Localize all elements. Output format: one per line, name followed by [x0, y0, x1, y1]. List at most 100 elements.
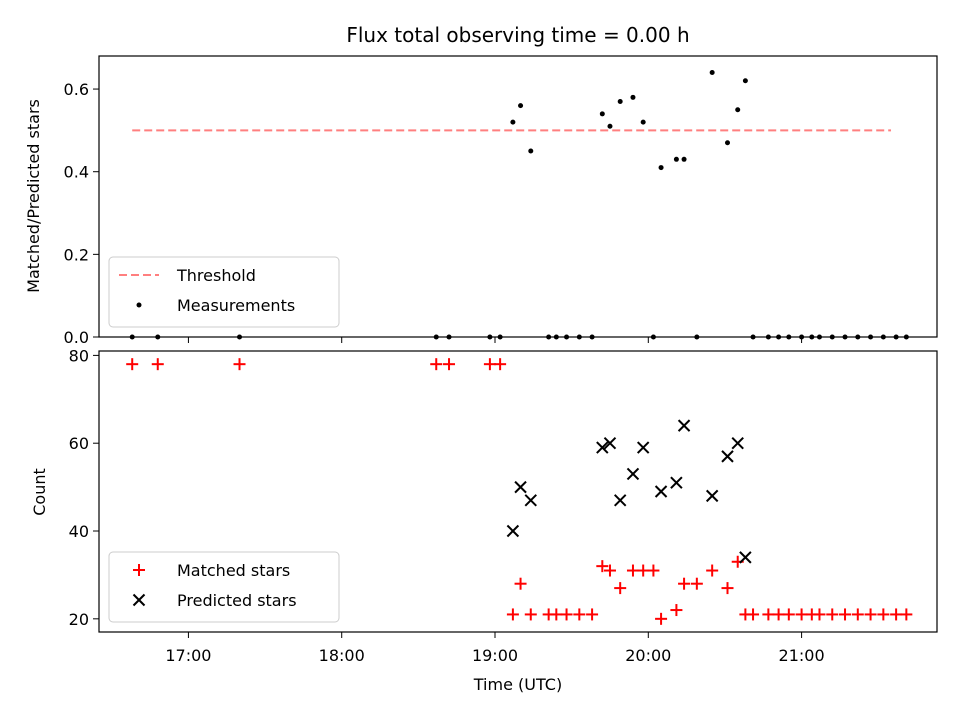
bottom-point-0-18 [626, 564, 639, 577]
bottom-point-0-13 [573, 608, 586, 621]
bottom-point-0-38 [851, 608, 864, 621]
bottom-point-1-7 [636, 441, 650, 454]
top-series-0 [129, 70, 909, 340]
top-point-0-25 [709, 70, 715, 76]
bottom-point-1-9-b [670, 476, 683, 489]
bottom-point-1-13 [731, 436, 744, 450]
top-legend-label-0: Threshold [176, 266, 256, 285]
bottom-point-0-32 [782, 608, 795, 621]
bottom-point-1-8 [654, 485, 668, 498]
bottom-point-0-1 [151, 358, 164, 371]
bottom-point-0-6 [494, 358, 507, 371]
top-ytick-label-2: 0.4 [64, 163, 89, 182]
bottom-point-1-2 [524, 494, 537, 507]
bottom-point-0-11 [550, 608, 563, 621]
bottom-point-0-0 [126, 358, 139, 371]
top-point-0-15 [599, 111, 605, 117]
top-point-0-28 [742, 78, 748, 84]
bottom-point-0-26 [721, 582, 734, 595]
bottom-point-0-21 [655, 612, 668, 625]
bottom-point-1-1 [514, 480, 527, 494]
bottom-point-0-23 [678, 577, 691, 590]
bottom-point-1-5 [613, 494, 627, 507]
bottom-xtick-label-4: 21:00 [779, 646, 825, 665]
bottom-point-0-36 [826, 608, 839, 621]
bottom-panel: 20 40 60 80 17:00 18:00 19:00 20:00 21:00 Matched… [69, 346, 938, 665]
bottom-point-0-31 [772, 608, 785, 621]
bottom-legend-box [108, 551, 340, 623]
top-ytick-label-0: 0.0 [64, 328, 89, 347]
bottom-xtick-label-2: 19:00 [472, 646, 518, 665]
bottom-point-0-8 [514, 577, 527, 590]
bottom-point-0-14 [586, 608, 599, 621]
bottom-point-1-10 [677, 419, 691, 432]
bottom-point-1-12-b [721, 450, 734, 463]
bottom-point-1-10-b [677, 419, 691, 432]
top-point-0-21 [658, 165, 664, 171]
bottom-point-0-40 [877, 608, 890, 621]
bottom-point-0-30 [762, 608, 775, 621]
bottom-legend-swatch-0 [133, 564, 145, 576]
bottom-series-1 [506, 419, 752, 564]
bottom-point-0-29 [747, 608, 760, 621]
top-point-0-23 [681, 156, 687, 162]
top-point-0-18 [630, 94, 636, 100]
bottom-point-0-24 [690, 577, 703, 590]
bottom-point-0-7 [506, 608, 519, 621]
x-axis-label: Time (UTC) [473, 675, 562, 694]
bottom-ytick-label-1: 40 [69, 522, 89, 541]
bottom-point-1-3 [596, 441, 609, 454]
bottom-point-1-4 [603, 436, 617, 450]
bottom-point-0-39 [864, 608, 877, 621]
bottom-legend-swatch-1 [132, 593, 146, 607]
top-ytick-label-1: 0.2 [64, 245, 89, 264]
bottom-point-0-3 [430, 358, 443, 371]
bottom-point-1-7-b [636, 441, 650, 454]
bottom-point-0-41 [890, 608, 903, 621]
bottom-point-0-16 [603, 564, 616, 577]
top-panel: 0.0 0.2 0.4 0.6 Threshold Measurements [64, 55, 938, 347]
bottom-ytick-label-0: 20 [69, 610, 89, 629]
top-point-0-8 [518, 103, 524, 109]
bottom-point-1-8-b [654, 485, 668, 498]
bottom-point-0-42 [900, 608, 913, 621]
bottom-point-1-1-b [514, 480, 527, 494]
bottom-point-0-19 [637, 564, 650, 577]
bottom-point-1-11-b [705, 489, 719, 503]
top-legend-label-1: Measurements [177, 296, 295, 315]
bottom-point-0-25 [706, 564, 719, 577]
bottom-point-1-5-b [613, 494, 627, 507]
bottom-point-1-2-b [524, 494, 537, 507]
top-legend-box [108, 256, 340, 328]
bottom-point-1-14 [739, 551, 752, 564]
top-point-0-27 [735, 107, 741, 113]
chart-title: Flux total observing time = 0.00 h [346, 23, 689, 47]
bottom-point-0-37 [839, 608, 852, 621]
bottom-legend-swatch-1-b [132, 593, 146, 607]
bottom-ytick-label-3: 80 [69, 346, 89, 365]
bottom-xtick-label-0: 17:00 [165, 646, 211, 665]
top-frame [98, 55, 938, 338]
top-legend-swatch-1 [136, 302, 142, 308]
bottom-point-0-17 [614, 582, 627, 595]
top-legend: Threshold Measurements [108, 256, 340, 328]
bottom-point-1-4-b [603, 436, 617, 450]
top-point-0-7 [510, 119, 516, 125]
bottom-legend-label-1: Predicted stars [177, 591, 297, 610]
bottom-point-1-11 [705, 489, 719, 503]
bottom-point-0-15 [596, 560, 609, 573]
top-point-0-26 [725, 140, 730, 146]
top-point-0-22 [673, 156, 679, 162]
bottom-point-0-20 [647, 564, 660, 577]
bottom-point-0-5 [483, 358, 496, 371]
bottom-point-0-2 [233, 358, 246, 371]
bottom-legend-label-0: Matched stars [177, 561, 290, 580]
bottom-xtick-label-3: 20:00 [625, 646, 671, 665]
bottom-point-1-13-b [731, 436, 744, 450]
bottom-point-1-6 [626, 467, 640, 481]
bottom-point-0-4 [443, 358, 456, 371]
top-point-0-19 [640, 119, 646, 125]
bottom-xtick-label-1: 18:00 [319, 646, 365, 665]
bottom-point-1-12 [721, 450, 734, 463]
